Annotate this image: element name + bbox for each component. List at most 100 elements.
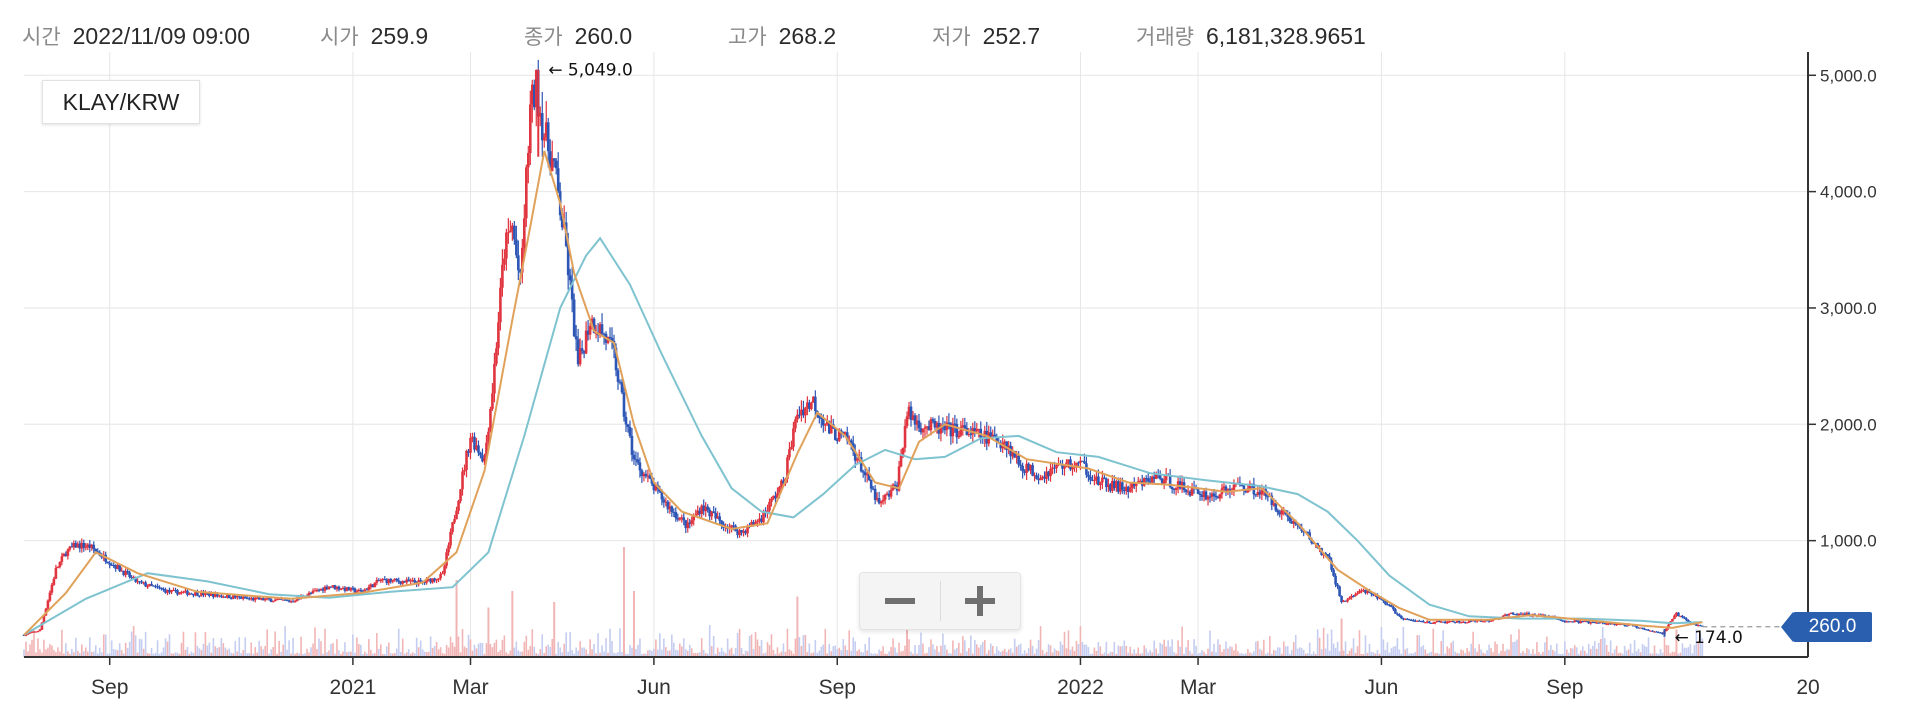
volume-bar [278,640,280,657]
volume-bar [1370,651,1373,657]
candle-body [1144,478,1148,480]
volume-bar [1115,653,1118,657]
candle-body [1280,510,1284,515]
volume-bar [1542,651,1544,657]
candle-body [405,579,409,583]
candle-body [485,442,488,458]
volume-bar [1328,650,1331,657]
candle-body [1685,618,1688,621]
candle-body [1695,623,1698,626]
candle-body [311,590,315,593]
volume-bar [242,650,245,657]
candle-body [1370,592,1373,595]
extreme-label: ← 174.0 [1674,628,1742,648]
volume-bar [822,644,825,657]
volume-bar [651,650,653,657]
candle-body [680,517,684,519]
candle-body [762,511,765,523]
candle-body [1463,621,1467,623]
volume-bar [688,644,691,657]
volume-bar [497,652,500,657]
volume-bar [1271,653,1273,657]
candle-body [1049,468,1052,477]
volume-bar [65,643,67,657]
volume-bar [1460,649,1462,657]
volume-bar [1223,649,1225,657]
volume-bar [409,653,412,657]
volume-bar [1035,648,1038,657]
candle-body [224,596,227,598]
volume-bar [39,649,41,657]
volume-bar [252,653,255,657]
volume-bar [912,653,914,657]
candle-body [423,582,426,584]
candle-body [327,586,331,590]
volume-bar [659,633,661,657]
candle-body [1473,620,1477,622]
volume-bar [1629,643,1632,657]
volume-bar [210,652,213,657]
volume-bar [1308,642,1311,657]
candle-body [287,600,291,602]
candle-body [742,530,745,533]
candle-body [48,592,52,601]
candlestick-series [22,59,1704,637]
volume-bar [1661,652,1664,657]
volume-bar [830,651,833,657]
volume-bar [244,637,247,657]
volume-bar [1187,639,1189,657]
candle-body [853,451,857,461]
volume-bar [537,653,540,657]
volume-bar [1589,648,1592,657]
candle-body [1447,621,1451,623]
candle-body [1563,620,1567,622]
candle-body [692,515,696,521]
candle-body [247,598,251,600]
candle-body [554,160,558,169]
candle-body [134,576,137,582]
candle-body [1366,591,1369,594]
zoom-in-button[interactable] [941,573,1021,629]
volume-bar [1607,651,1610,657]
volume-bar [136,652,139,657]
candle-body [1081,460,1084,462]
volume-bar [300,636,302,657]
volume-bar [948,653,950,657]
zoom-out-button[interactable] [860,573,940,629]
candle-body [1190,487,1194,496]
candle-body [1091,479,1094,481]
candle-body [1577,620,1581,624]
volume-bar [71,648,73,657]
volume-bar [820,646,823,657]
volume-bar [1284,646,1287,657]
current-price-tag: 260.0 [1781,612,1872,642]
candle-body [1404,618,1407,620]
candle-body [204,592,207,596]
candle-body [1248,483,1252,489]
candle-body [429,578,432,583]
volume-bar [122,653,125,657]
volume-bar [1241,653,1243,657]
volume-bar [1609,640,1612,657]
volume-bar [657,649,659,657]
candle-body [752,522,755,525]
candle-body [706,506,710,510]
volume-bar [463,646,466,657]
candle-body [1593,622,1597,624]
candle-body [592,318,596,333]
candle-body [1306,531,1309,533]
candle-body [1390,605,1393,607]
volume-bar [535,653,538,657]
candle-body [909,406,913,420]
volume-bar [589,639,591,657]
candle-body [921,428,925,433]
candle-body [624,416,628,425]
candle-body [684,520,688,529]
volume-bar [1019,643,1022,657]
volume-bar [964,640,966,657]
volume-bar [200,649,203,657]
volume-bar [1143,645,1146,657]
volume-bar [1603,638,1606,657]
candle-body [812,396,815,403]
